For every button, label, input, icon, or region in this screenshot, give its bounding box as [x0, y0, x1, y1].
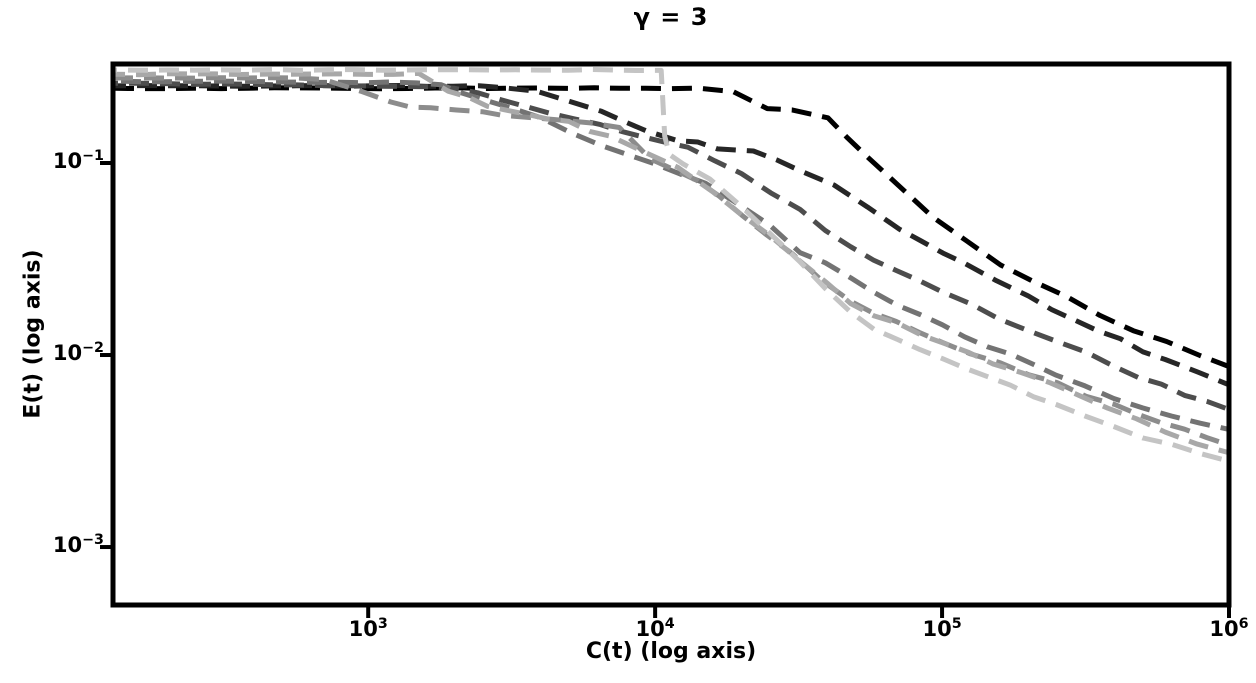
plot-frame: [110, 61, 1232, 608]
x-tick-label: 105: [922, 616, 962, 641]
x-tick-label: 103: [348, 616, 388, 641]
series-line-series-7: [114, 67, 1228, 464]
x-axis-label: C(t) (log axis): [585, 639, 757, 664]
y-tick-label: 10−1: [52, 148, 104, 173]
y-tick-label: 10−3: [52, 532, 104, 558]
x-tick-label: 106: [1209, 616, 1249, 641]
series-line-series-3: [114, 80, 1228, 412]
series-line-series-1: [114, 85, 1228, 369]
series-line-series-6: [114, 70, 1228, 456]
chart-title: γ = 3: [633, 3, 709, 31]
x-tick-label: 104: [635, 616, 675, 641]
series-line-series-2: [114, 83, 1228, 388]
series-line-series-4: [114, 78, 1228, 432]
y-tick-label: 10−2: [52, 340, 104, 366]
